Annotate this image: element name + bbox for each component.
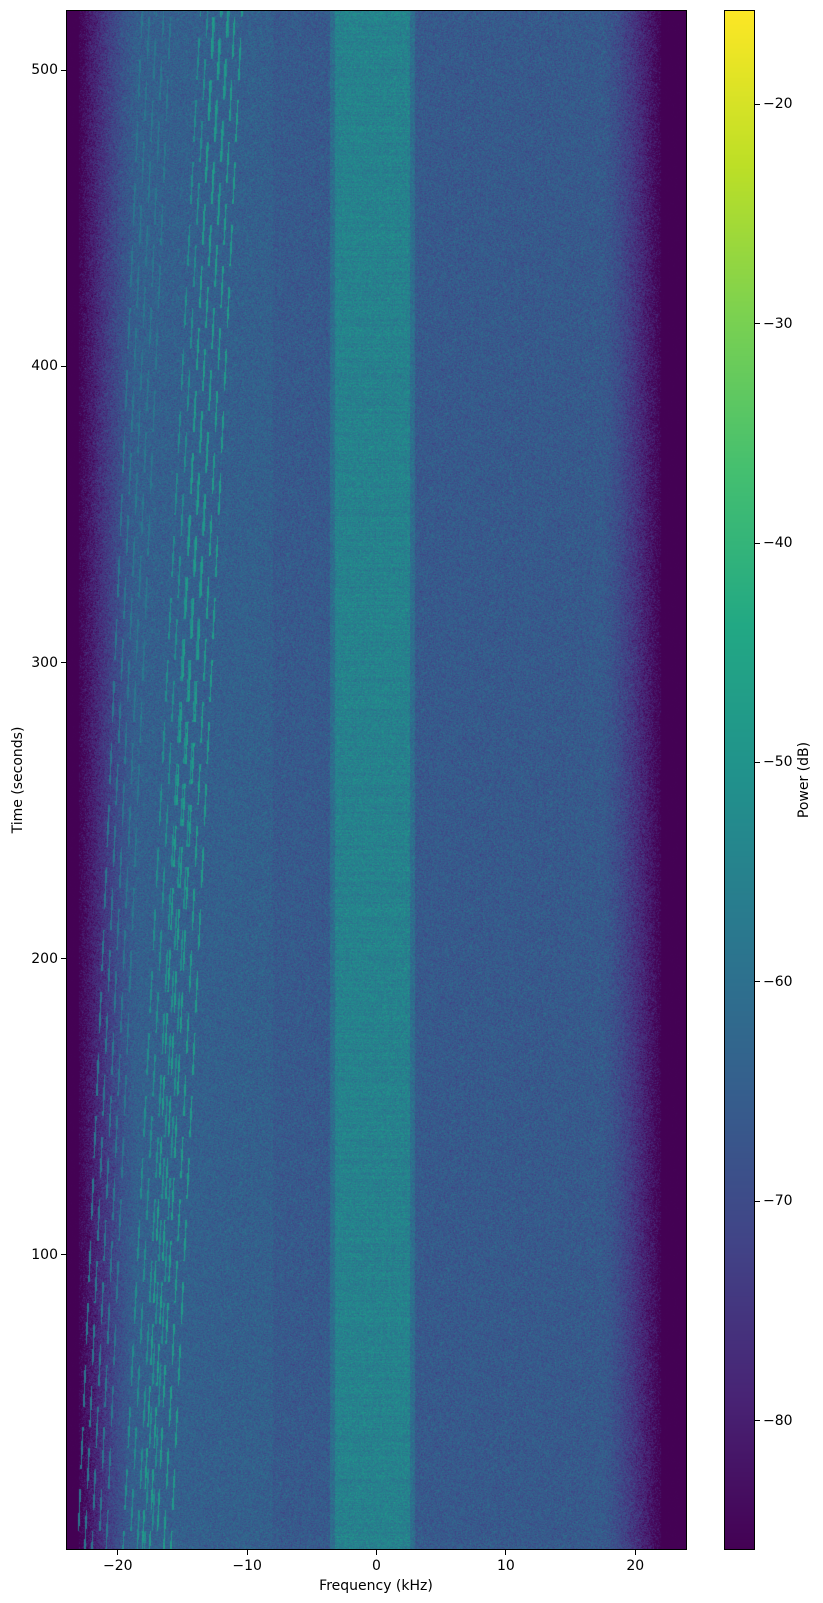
x-tick-mark [634,1550,636,1555]
x-tick-label: 0 [372,1558,381,1574]
y-tick-mark [61,1254,66,1256]
y-tick-label: 400 [31,358,58,375]
spectrogram-plot-area [66,10,687,1550]
colorbar [724,10,755,1550]
x-tick-mark [505,1550,507,1555]
colorbar-tick-mark [755,1420,760,1422]
y-tick-mark [61,365,66,367]
colorbar-tick-label: −60 [763,973,793,990]
colorbar-tick-label: −20 [763,96,793,113]
y-tick-label: 200 [31,950,58,967]
x-axis-label: Frequency (kHz) [319,1578,433,1594]
y-tick-mark [61,958,66,960]
colorbar-tick-mark [755,981,760,983]
y-tick-mark [61,69,66,71]
colorbar-tick-label: −70 [763,1193,793,1210]
colorbar-tick-mark [755,542,760,544]
colorbar-tick-label: −30 [763,315,793,332]
colorbar-label: Power (dB) [796,741,812,819]
x-tick-mark [117,1550,119,1555]
spectrogram-image [66,10,687,1550]
colorbar-tick-mark [755,323,760,325]
x-tick-label: −20 [102,1558,133,1574]
y-tick-label: 100 [31,1246,58,1263]
colorbar-tick-mark [755,761,760,763]
colorbar-tick-mark [755,103,760,105]
y-tick-mark [61,662,66,664]
colorbar-tick-label: −50 [763,754,793,771]
colorbar-gradient [724,10,755,1550]
colorbar-tick-label: −80 [763,1412,793,1429]
x-tick-label: 10 [496,1558,515,1574]
x-tick-mark [246,1550,248,1555]
y-tick-label: 300 [31,654,58,671]
y-tick-label: 500 [31,62,58,79]
y-axis-label: Time (seconds) [10,726,26,834]
x-tick-label: 20 [626,1558,645,1574]
x-tick-mark [376,1550,377,1555]
colorbar-tick-mark [755,1200,760,1202]
colorbar-tick-label: −40 [763,535,793,552]
x-tick-label: −10 [232,1558,262,1574]
